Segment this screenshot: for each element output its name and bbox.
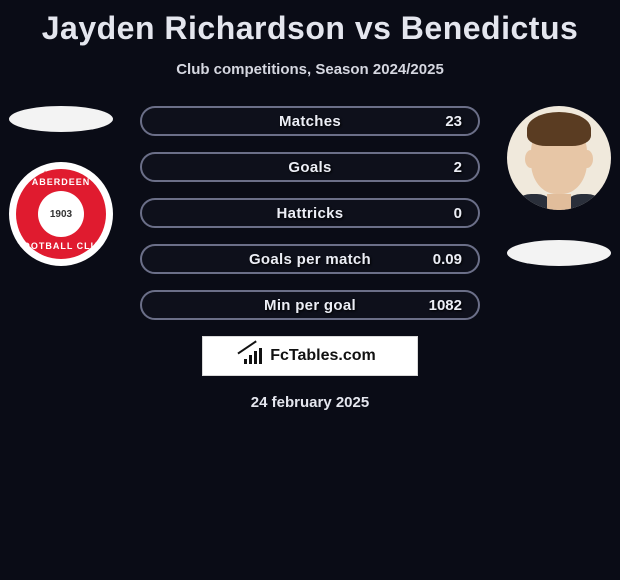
stats-table: Matches 23 Goals 2 Hattricks 0 Goals per… — [140, 106, 480, 320]
stat-right-value: 0.09 — [418, 251, 462, 268]
stat-label: Goals — [202, 159, 418, 176]
stat-row: Hattricks 0 — [140, 198, 480, 228]
badge-year: 1903 — [38, 191, 84, 237]
stat-label: Matches — [202, 113, 418, 130]
stat-row: Goals 2 — [140, 152, 480, 182]
badge-text-bottom: FOOTBALL CLUB — [16, 241, 106, 251]
comparison-area: ★ ★ ABERDEEN 1903 FOOTBALL CLUB Matches … — [0, 106, 620, 411]
left-player-photo-placeholder — [9, 106, 113, 132]
right-player-photo — [507, 106, 611, 210]
right-team-badge-placeholder — [507, 240, 611, 266]
subtitle: Club competitions, Season 2024/2025 — [0, 61, 620, 78]
stat-label: Goals per match — [202, 251, 418, 268]
right-player-col — [504, 106, 614, 266]
stat-right-value: 2 — [418, 159, 462, 176]
stat-right-value: 0 — [418, 205, 462, 222]
stat-right-value: 1082 — [418, 297, 462, 314]
badge-text-top: ABERDEEN — [16, 177, 106, 187]
bar-chart-icon — [244, 348, 264, 364]
stat-row: Min per goal 1082 — [140, 290, 480, 320]
stat-label: Hattricks — [202, 205, 418, 222]
page-title: Jayden Richardson vs Benedictus — [0, 0, 620, 47]
stat-right-value: 23 — [418, 113, 462, 130]
stat-row: Goals per match 0.09 — [140, 244, 480, 274]
brand-text: FcTables.com — [270, 347, 376, 365]
stat-row: Matches 23 — [140, 106, 480, 136]
left-team-badge: ★ ★ ABERDEEN 1903 FOOTBALL CLUB — [9, 162, 113, 266]
left-player-col: ★ ★ ABERDEEN 1903 FOOTBALL CLUB — [6, 106, 116, 266]
stat-label: Min per goal — [202, 297, 418, 314]
date-label: 24 february 2025 — [0, 394, 620, 411]
brand-watermark: FcTables.com — [202, 336, 418, 376]
